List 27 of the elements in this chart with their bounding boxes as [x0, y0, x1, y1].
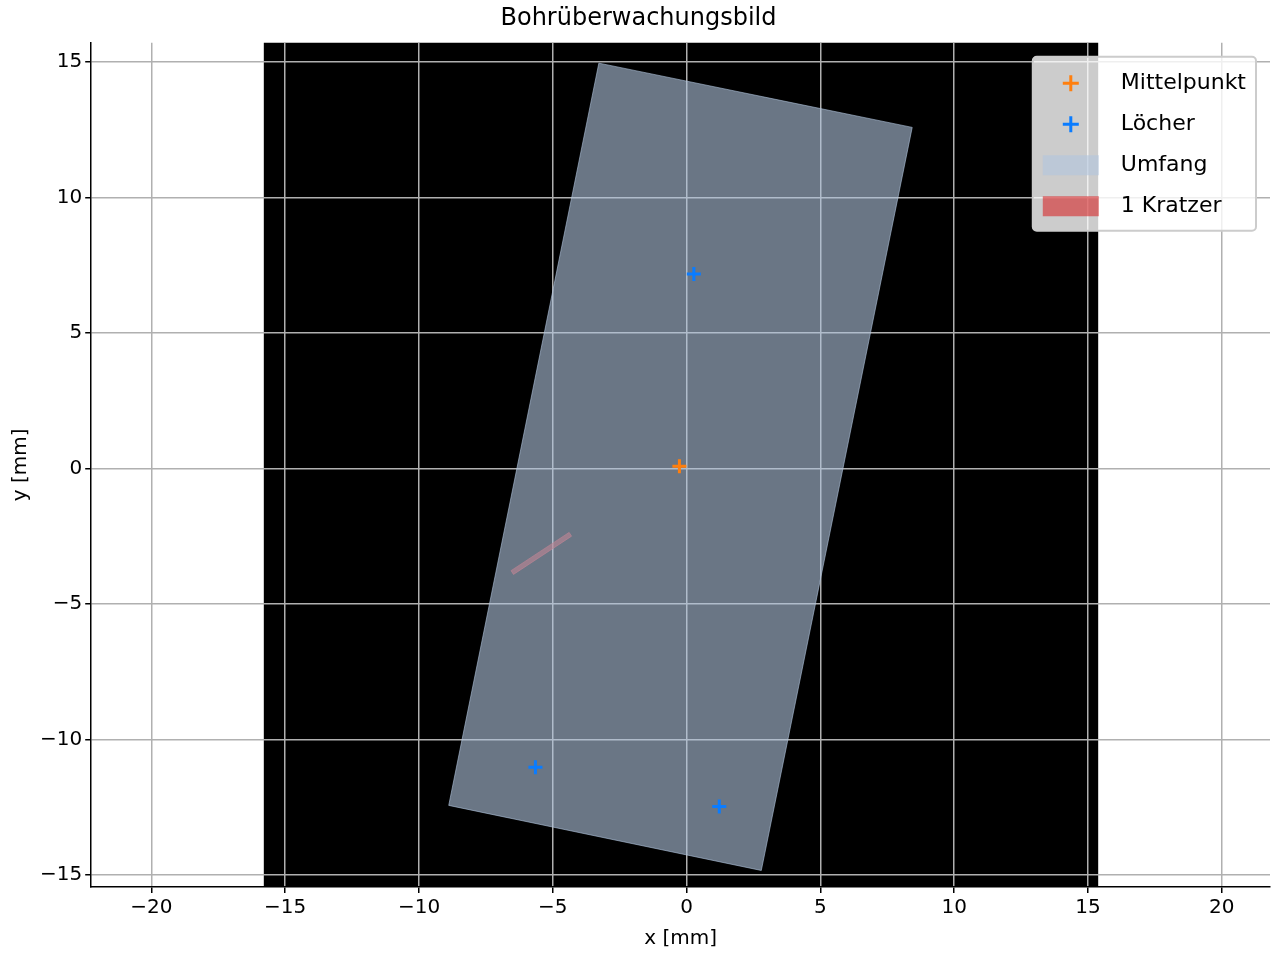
x-tick-label: −20 [130, 894, 173, 919]
y-tick-label: 5 [69, 319, 83, 344]
x-tick-label: −10 [397, 894, 441, 919]
y-tick-label: 0 [69, 454, 83, 479]
legend-label: 1 Kratzer [1120, 192, 1223, 218]
chart-title: Bohrüberwachungsbild [500, 2, 777, 31]
x-tick-label: 15 [1075, 894, 1101, 919]
legend-label: Mittelpunkt [1120, 69, 1247, 95]
y-tick-label: 10 [56, 183, 83, 208]
y-axis-title: y [mm] [7, 428, 32, 502]
y-tick-label: −10 [39, 725, 83, 750]
point [526, 758, 544, 776]
x-tick-label: 0 [680, 894, 693, 919]
legend-label: Löcher [1120, 110, 1196, 136]
point [685, 265, 703, 283]
y-tick-label: −5 [52, 590, 83, 615]
legend-label: Umfang [1120, 151, 1208, 177]
x-axis-title: x [mm] [644, 925, 717, 950]
x-tick-label: 20 [1209, 894, 1235, 919]
point [710, 797, 728, 815]
point [670, 457, 688, 475]
y-tick-label: −15 [39, 861, 83, 886]
y-tick-label: 15 [56, 47, 83, 72]
x-tick-label: 5 [814, 894, 827, 919]
x-tick-label: 10 [941, 894, 967, 919]
x-tick-label: −5 [538, 894, 568, 919]
x-tick-label: −15 [264, 894, 307, 919]
